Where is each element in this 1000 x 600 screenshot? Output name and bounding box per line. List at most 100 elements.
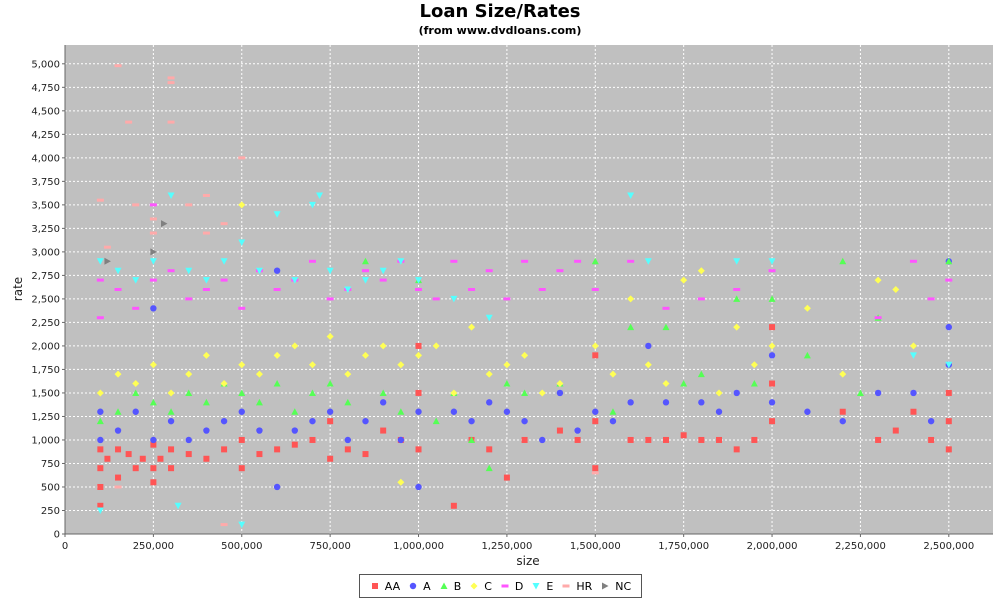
point-e: [174, 502, 182, 510]
point-a: [945, 323, 953, 331]
legend-swatch-e: [532, 583, 540, 590]
legend-swatch-aa: [371, 583, 378, 589]
point-hr: [149, 217, 157, 221]
point-c: [344, 370, 352, 378]
y-tick-label: 1,500: [31, 388, 60, 399]
point-c: [485, 370, 493, 378]
point-a: [379, 399, 387, 406]
x-tick-label: 1,250,000: [481, 541, 532, 552]
y-tick-label: 3,250: [31, 224, 60, 235]
legend-item-nc: NC: [600, 580, 631, 593]
legend-item-e: E: [531, 580, 553, 593]
point-aa: [97, 446, 104, 453]
point-b: [662, 323, 670, 331]
point-aa: [415, 342, 422, 349]
point-aa: [150, 465, 157, 472]
point-aa: [645, 436, 652, 443]
point-b: [733, 295, 741, 302]
point-aa: [97, 483, 104, 490]
point-a: [521, 417, 528, 425]
point-aa: [185, 451, 192, 458]
point-a: [645, 342, 652, 350]
point-hr: [132, 203, 140, 207]
point-a: [733, 389, 740, 397]
point-aa: [115, 446, 122, 453]
point-b: [167, 408, 175, 415]
point-e: [96, 258, 104, 265]
point-d: [238, 306, 246, 310]
point-aa: [574, 436, 581, 443]
point-e: [308, 201, 316, 209]
point-a: [592, 408, 599, 415]
point-aa: [97, 502, 104, 509]
point-d: [768, 269, 776, 273]
point-b: [397, 408, 405, 415]
point-c: [768, 342, 776, 350]
point-e: [644, 258, 652, 265]
legend-item-c: C: [469, 580, 492, 593]
point-c: [132, 380, 140, 388]
point-c: [273, 351, 281, 359]
point-b: [839, 257, 847, 265]
point-a: [450, 408, 458, 415]
point-d: [909, 259, 917, 263]
point-a: [150, 436, 157, 444]
point-e: [316, 192, 324, 199]
point-aa: [627, 436, 634, 443]
point-aa: [380, 427, 387, 434]
chart-subtitle: (from www.dvdloans.com): [418, 24, 582, 37]
point-a: [927, 417, 935, 425]
point-e: [291, 277, 299, 284]
point-c: [220, 380, 228, 388]
point-hr: [591, 471, 599, 475]
point-e: [361, 277, 369, 284]
point-d: [945, 278, 953, 282]
point-aa: [556, 427, 563, 434]
point-aa: [945, 389, 952, 396]
point-e: [167, 192, 175, 199]
point-aa: [415, 446, 422, 453]
point-a: [468, 417, 475, 425]
point-d: [450, 259, 458, 263]
point-b: [202, 398, 210, 406]
point-c: [255, 370, 263, 378]
point-b: [149, 398, 157, 406]
point-b: [750, 380, 758, 387]
point-b: [114, 408, 122, 415]
point-aa: [139, 455, 146, 462]
point-aa: [115, 474, 122, 481]
point-hr: [220, 523, 228, 527]
point-d: [521, 259, 529, 263]
x-tick-label: 750,000: [309, 541, 350, 552]
x-tick-label: 500,000: [221, 541, 262, 552]
x-tick-label: 250,000: [133, 541, 174, 552]
legend-item-a: A: [408, 580, 431, 593]
point-e: [415, 277, 423, 284]
point-aa: [168, 446, 175, 453]
point-e: [627, 192, 635, 199]
point-aa: [362, 451, 369, 458]
point-aa: [309, 436, 316, 443]
point-hr: [125, 120, 133, 124]
point-a: [415, 483, 422, 491]
point-aa: [238, 465, 245, 472]
point-aa: [97, 465, 104, 472]
point-c: [715, 389, 723, 397]
point-c: [361, 351, 369, 359]
point-d: [149, 203, 157, 207]
y-tick-label: 2,750: [31, 271, 60, 282]
x-tick-label: 2,500,000: [923, 541, 974, 552]
point-b: [803, 351, 811, 359]
point-a: [662, 399, 670, 406]
point-b: [680, 380, 688, 387]
point-c: [291, 342, 299, 350]
x-tick-label: 1,000,000: [393, 541, 444, 552]
point-aa: [450, 502, 457, 509]
legend-swatch-nc: [602, 582, 609, 590]
point-b: [185, 389, 193, 396]
point-a: [715, 408, 723, 415]
point-aa: [928, 436, 935, 443]
point-b: [273, 380, 281, 387]
point-a: [574, 427, 581, 434]
legend-item-hr: HR: [561, 580, 592, 593]
